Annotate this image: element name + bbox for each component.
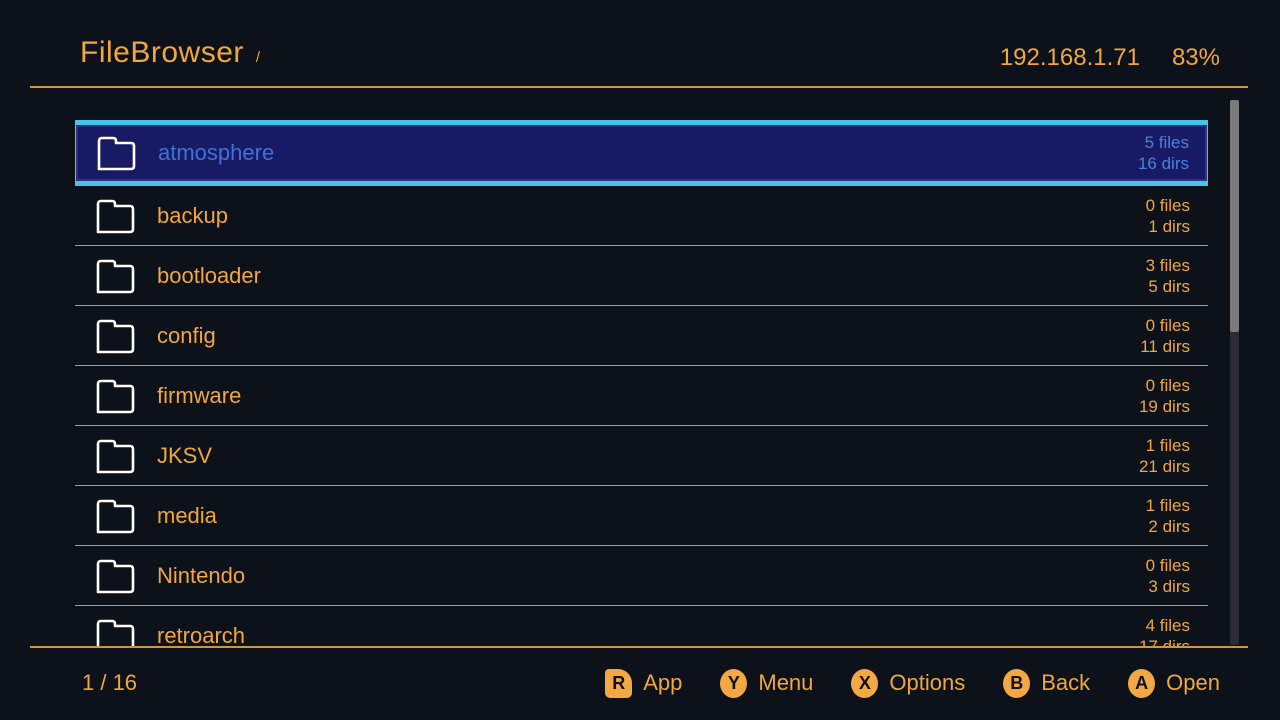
folder-counts: 0 files 1 dirs — [1146, 195, 1190, 237]
folder-name: Nintendo — [157, 562, 246, 588]
hint-label: Back — [1041, 670, 1091, 695]
folder-icon — [96, 259, 135, 293]
dirs-count: 3 dirs — [1148, 576, 1190, 596]
gamepad-button-icon: R — [605, 668, 633, 698]
ip-address: 192.168.1.71 — [999, 44, 1140, 71]
folder-icon — [96, 379, 135, 413]
folder-counts: 1 files 2 dirs — [1146, 495, 1190, 537]
battery-percentage: 83% — [1171, 44, 1220, 71]
hint-label: Open — [1166, 670, 1220, 695]
files-count: 0 files — [1145, 375, 1190, 395]
folder-name: backup — [157, 202, 228, 228]
title-group: FileBrowser / — [80, 36, 260, 70]
folder-name: media — [157, 502, 217, 528]
files-count: 1 files — [1145, 495, 1190, 515]
dirs-count: 5 dirs — [1148, 276, 1190, 296]
folder-name: atmosphere — [158, 140, 275, 165]
folder-name: JKSV — [157, 442, 213, 468]
dirs-count: 1 dirs — [1148, 216, 1190, 236]
dirs-count: 16 dirs — [1137, 154, 1189, 173]
files-count: 0 files — [1145, 195, 1190, 215]
page-indicator: 1 / 16 — [82, 670, 138, 695]
folder-row[interactable]: firmware 0 files 19 dirs — [75, 366, 1208, 426]
folder-icon — [96, 559, 135, 593]
hint-label: Options — [889, 670, 966, 695]
scrollbar-thumb[interactable] — [1230, 100, 1239, 332]
gamepad-button-icon: A — [1128, 668, 1156, 698]
footer: 1 / 16 R App Y Menu X Options B Back A O… — [0, 646, 1280, 720]
dirs-count: 2 dirs — [1148, 516, 1190, 536]
dirs-count: 17 dirs — [1138, 636, 1190, 647]
folder-row[interactable]: bootloader 3 files 5 dirs — [75, 246, 1208, 306]
folder-counts: 0 files 19 dirs — [1139, 375, 1190, 417]
scrollbar-track[interactable] — [1230, 100, 1239, 645]
files-count: 0 files — [1145, 555, 1190, 575]
folder-row[interactable]: Nintendo 0 files 3 dirs — [75, 546, 1208, 606]
folder-icon — [96, 319, 135, 353]
folder-icon — [96, 439, 135, 473]
button-hints: R App Y Menu X Options B Back A Open — [605, 646, 1220, 720]
folder-row[interactable]: media 1 files 2 dirs — [75, 486, 1208, 546]
folder-counts: 0 files 3 dirs — [1146, 555, 1190, 597]
gamepad-button-icon: X — [851, 668, 879, 698]
folder-counts: 0 files 11 dirs — [1140, 315, 1190, 357]
files-count: 3 files — [1145, 255, 1190, 275]
gamepad-button-icon: B — [1003, 668, 1031, 698]
breadcrumb-path: / — [255, 49, 261, 66]
button-hint[interactable]: B Back — [1003, 668, 1091, 698]
hint-label: App — [643, 670, 683, 695]
folder-name: retroarch — [157, 622, 246, 647]
folder-counts: 1 files 21 dirs — [1139, 435, 1190, 477]
folder-name: bootloader — [157, 262, 261, 288]
folder-row[interactable]: JKSV 1 files 21 dirs — [75, 426, 1208, 486]
button-hint[interactable]: A Open — [1128, 668, 1220, 698]
files-count: 1 files — [1145, 435, 1190, 455]
header-divider — [30, 86, 1248, 88]
footer-divider — [30, 646, 1248, 648]
dirs-count: 11 dirs — [1140, 336, 1190, 356]
hint-label: Menu — [758, 670, 814, 695]
folder-icon — [96, 619, 135, 646]
files-count: 4 files — [1145, 615, 1190, 635]
button-hint[interactable]: R App — [605, 668, 683, 698]
button-hint[interactable]: X Options — [851, 668, 966, 698]
folder-counts: 3 files 5 dirs — [1146, 255, 1190, 297]
folder-name: firmware — [157, 382, 242, 408]
files-count: 5 files — [1144, 133, 1189, 152]
app-title: FileBrowser — [80, 36, 244, 69]
folder-row[interactable]: backup 0 files 1 dirs — [75, 186, 1208, 246]
folder-counts: 4 files 17 dirs — [1139, 615, 1190, 647]
folder-icon — [96, 199, 135, 233]
dirs-count: 19 dirs — [1138, 396, 1190, 416]
gamepad-button-icon: Y — [720, 668, 748, 698]
folder-icon — [97, 136, 136, 171]
file-list: atmosphere 5 files 16 dirs backup 0 file… — [75, 120, 1208, 646]
folder-icon — [96, 499, 135, 533]
dirs-count: 21 dirs — [1138, 456, 1190, 476]
folder-row[interactable]: retroarch 4 files 17 dirs — [75, 606, 1208, 646]
files-count: 0 files — [1145, 315, 1190, 335]
folder-row[interactable]: config 0 files 11 dirs — [75, 306, 1208, 366]
folder-row-selected[interactable]: atmosphere 5 files 16 dirs — [75, 120, 1208, 186]
folder-name: config — [157, 322, 216, 348]
header: FileBrowser / 192.168.1.71 83% — [0, 0, 1280, 88]
header-status: 192.168.1.71 83% — [1000, 44, 1220, 72]
folder-counts: 5 files 16 dirs — [1138, 132, 1189, 174]
button-hint[interactable]: Y Menu — [720, 668, 814, 698]
